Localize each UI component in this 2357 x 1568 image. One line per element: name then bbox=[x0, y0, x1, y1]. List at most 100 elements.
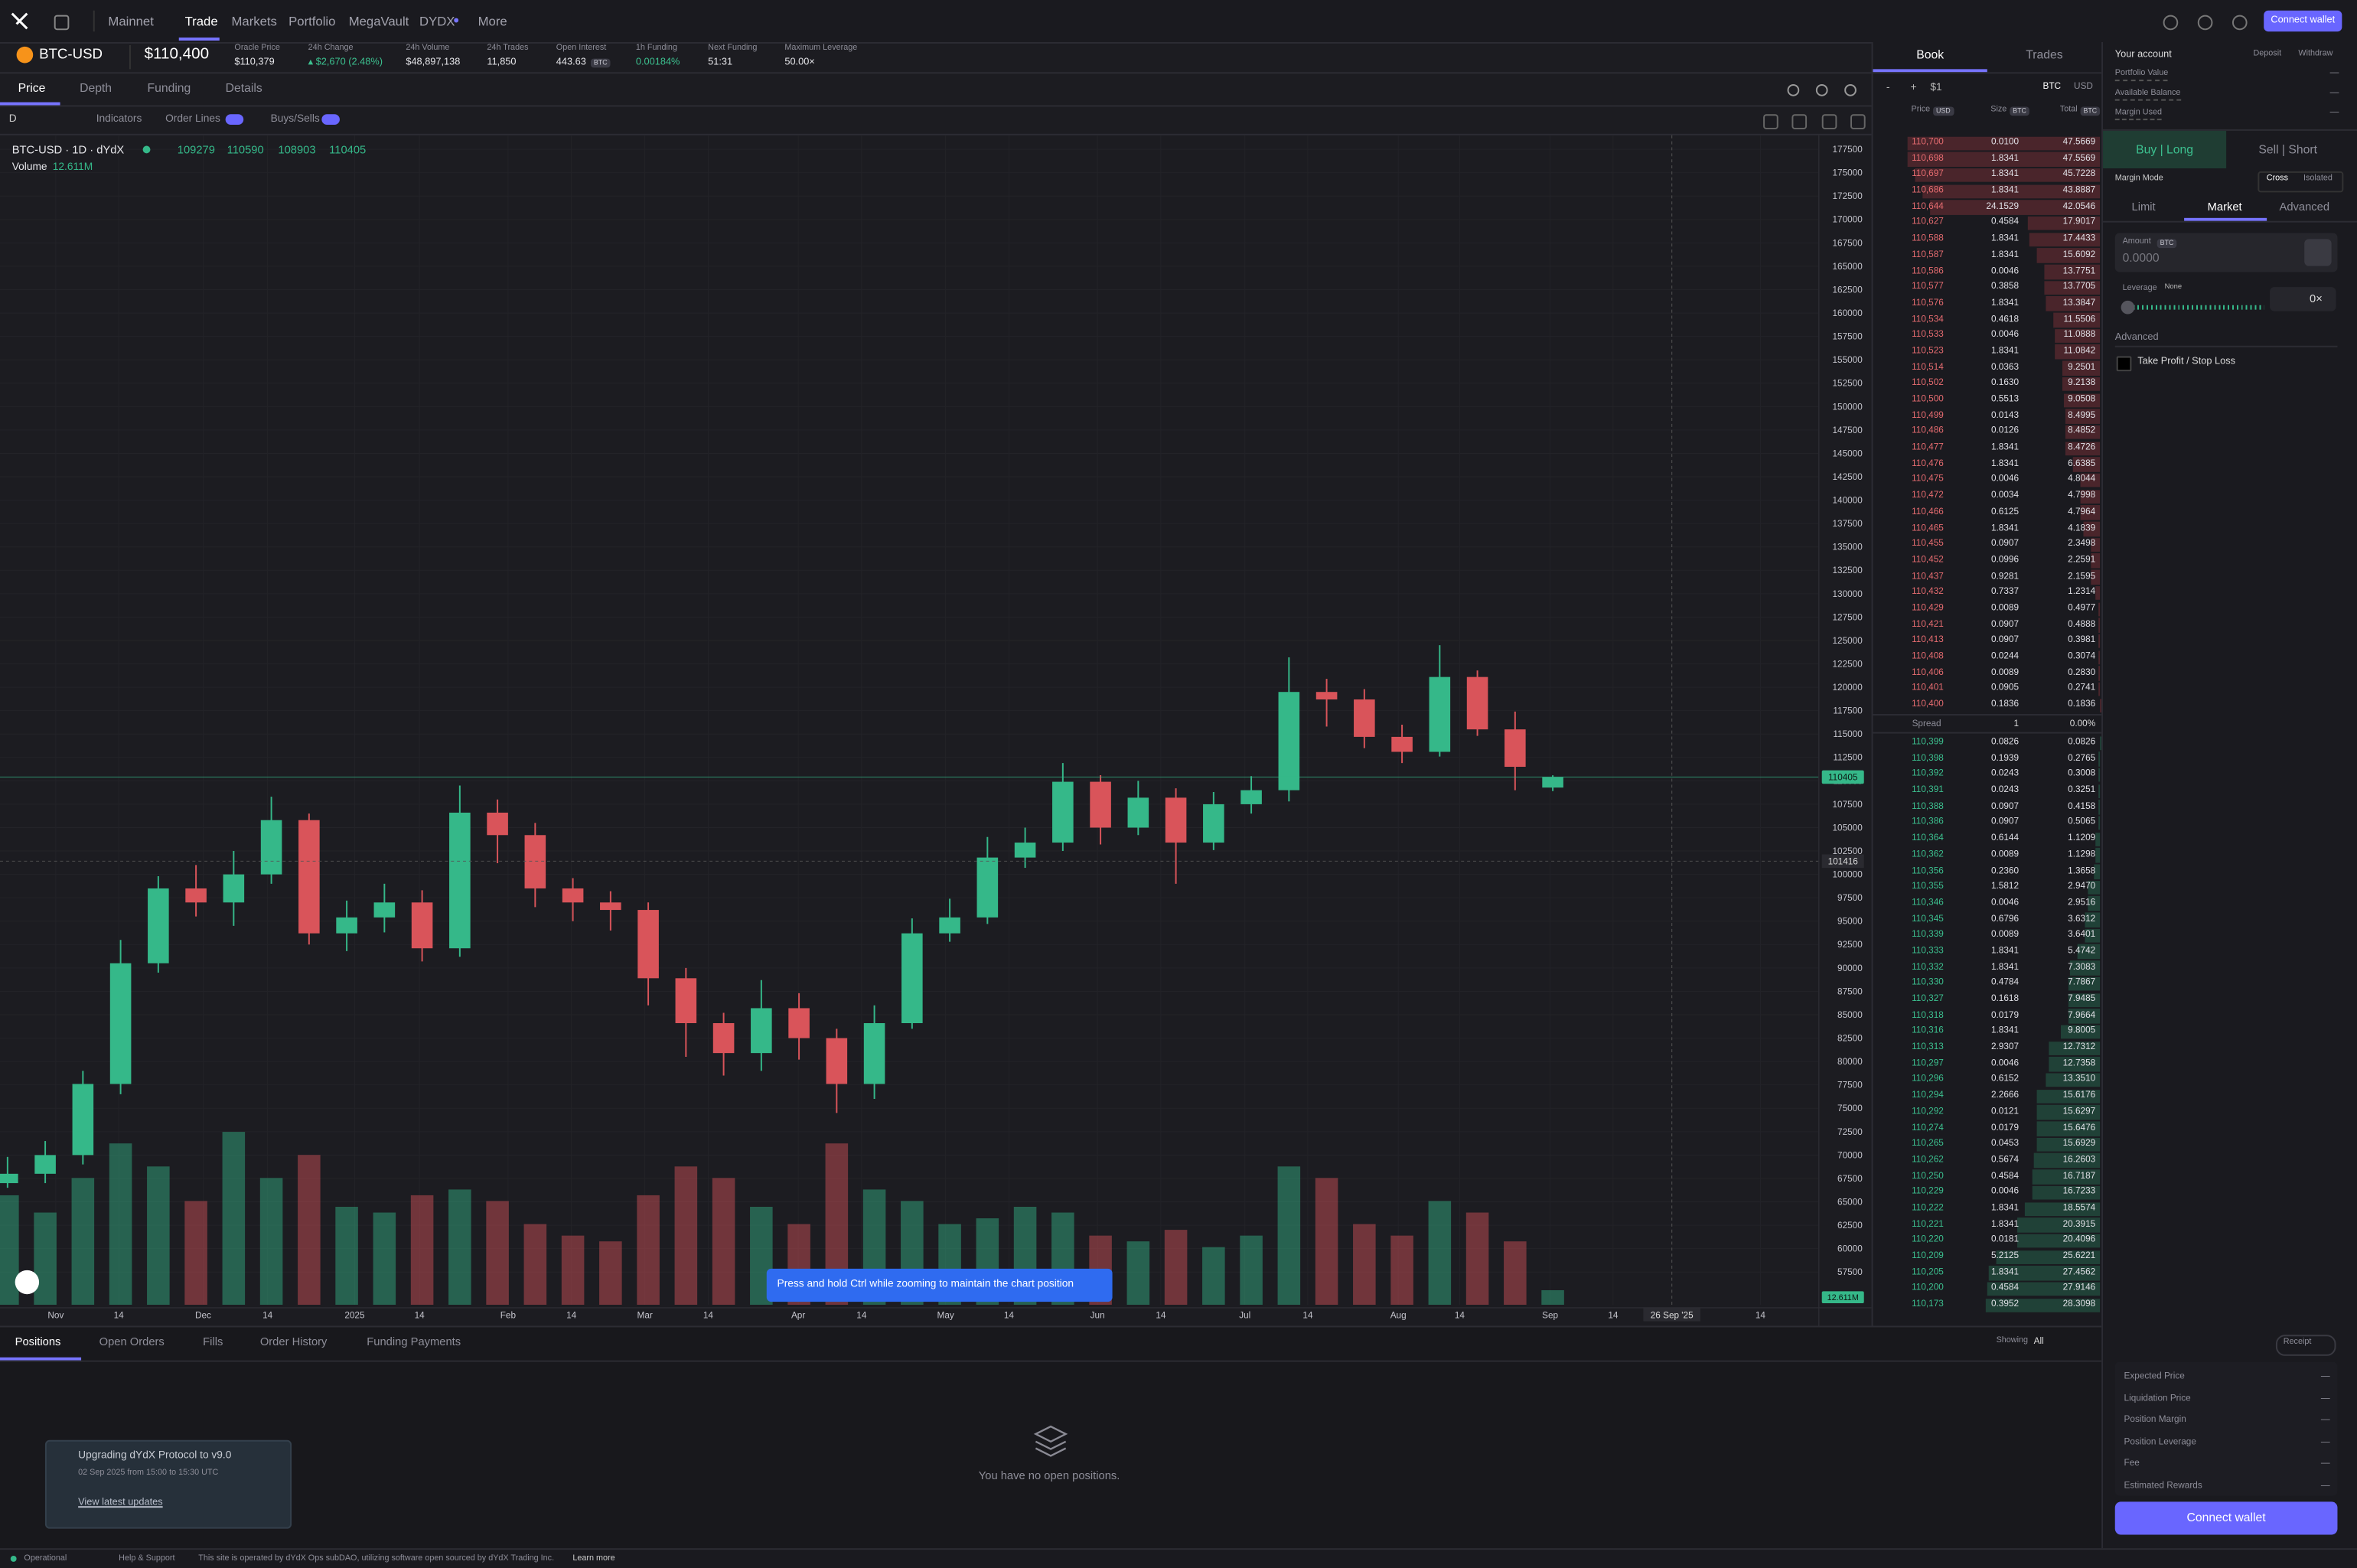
book-cell[interactable]: 110,316 bbox=[1912, 1027, 1944, 1037]
nav-icon[interactable] bbox=[2163, 15, 2179, 31]
positions-tab[interactable]: Fills bbox=[203, 1335, 223, 1348]
leverage-slider[interactable] bbox=[2124, 305, 2264, 310]
side-tab[interactable]: Sell | Short bbox=[2258, 142, 2317, 157]
positions-tab[interactable]: Order History bbox=[259, 1335, 328, 1348]
book-control[interactable]: + bbox=[1910, 82, 1917, 93]
book-cell[interactable]: 110,455 bbox=[1912, 540, 1944, 549]
margin-mode[interactable]: Cross bbox=[2266, 174, 2289, 184]
book-cell[interactable]: 110,292 bbox=[1912, 1107, 1944, 1117]
book-cell[interactable]: 110,339 bbox=[1912, 931, 1944, 940]
order-type-tab[interactable]: Market bbox=[2207, 200, 2242, 214]
price-chart[interactable]: 177500 175000 172500 170000 167500 165000 1625… bbox=[0, 0, 1872, 1330]
account-action[interactable]: Withdraw bbox=[2298, 49, 2333, 59]
book-cell[interactable]: 110,533 bbox=[1912, 331, 1944, 341]
chart-tab[interactable]: Depth bbox=[80, 81, 112, 95]
book-tab[interactable]: Book bbox=[1916, 47, 1945, 62]
book-cell[interactable]: 110,364 bbox=[1912, 834, 1944, 844]
book-cell[interactable]: 110,391 bbox=[1912, 786, 1944, 796]
book-cell[interactable]: 110,476 bbox=[1912, 459, 1944, 469]
book-cell[interactable]: 110,408 bbox=[1912, 652, 1944, 662]
leverage-knob[interactable] bbox=[2121, 300, 2135, 315]
book-cell[interactable]: 110,333 bbox=[1912, 947, 1944, 957]
nav-item[interactable]: Portfolio bbox=[289, 13, 336, 29]
advanced-label[interactable]: Advanced bbox=[2114, 332, 2159, 343]
chart-tab[interactable]: Funding bbox=[147, 81, 191, 95]
chart-tab[interactable]: Price bbox=[18, 81, 46, 95]
book-cell[interactable]: 110,362 bbox=[1912, 850, 1944, 860]
book-cell[interactable]: 110,644 bbox=[1912, 202, 1944, 212]
book-cell[interactable]: 110,697 bbox=[1912, 170, 1944, 180]
order-type-tab[interactable]: Advanced bbox=[2279, 200, 2330, 214]
buy-tab-bg[interactable] bbox=[2103, 130, 2227, 169]
book-cell[interactable]: 110,466 bbox=[1912, 507, 1944, 517]
book-cell[interactable]: 110,400 bbox=[1912, 700, 1944, 710]
book-cell[interactable]: 110,432 bbox=[1912, 588, 1944, 598]
toolbar-icon[interactable] bbox=[1763, 114, 1778, 129]
book-cell[interactable]: 110,294 bbox=[1912, 1091, 1944, 1101]
positions-tab[interactable]: Funding Payments bbox=[367, 1335, 461, 1348]
book-cell[interactable]: 110,587 bbox=[1912, 250, 1944, 260]
chart-icon[interactable] bbox=[1787, 84, 1800, 96]
book-cell[interactable]: 110,200 bbox=[1912, 1284, 1944, 1294]
indicators[interactable]: Indicators bbox=[96, 114, 142, 126]
book-control[interactable]: - bbox=[1886, 82, 1890, 93]
book-cell[interactable]: 110,406 bbox=[1912, 668, 1944, 678]
swap-button[interactable] bbox=[2304, 239, 2332, 266]
book-cell[interactable]: 110,686 bbox=[1912, 186, 1944, 196]
amount-input[interactable] bbox=[2114, 233, 2338, 272]
book-cell[interactable]: 110,465 bbox=[1912, 523, 1944, 533]
book-cell[interactable]: 110,220 bbox=[1912, 1236, 1944, 1246]
positions-tab[interactable]: Open Orders bbox=[99, 1335, 165, 1348]
book-cell[interactable]: 110,475 bbox=[1912, 475, 1944, 485]
book-cell[interactable]: 110,262 bbox=[1912, 1156, 1944, 1165]
book-cell[interactable]: 110,221 bbox=[1912, 1220, 1944, 1230]
book-unit[interactable]: BTC bbox=[2042, 83, 2062, 92]
interval[interactable]: D bbox=[8, 114, 17, 126]
book-cell[interactable]: 110,386 bbox=[1912, 818, 1944, 828]
book-cell[interactable]: 110,274 bbox=[1912, 1123, 1944, 1133]
book-cell[interactable]: 110,209 bbox=[1912, 1252, 1944, 1262]
book-cell[interactable]: 110,250 bbox=[1912, 1172, 1944, 1182]
book-cell[interactable]: 110,698 bbox=[1912, 154, 1944, 164]
order-type-tab[interactable]: Limit bbox=[2131, 200, 2156, 214]
toolbar-icon[interactable] bbox=[1821, 114, 1837, 129]
notice-link[interactable]: View latest updates bbox=[78, 1497, 163, 1508]
buys-sells[interactable]: Buys/Sells bbox=[270, 114, 320, 126]
book-cell[interactable]: 110,499 bbox=[1912, 411, 1944, 421]
showing-filter[interactable]: All bbox=[2033, 1337, 2044, 1347]
nav-icon[interactable] bbox=[2197, 15, 2213, 31]
book-cell[interactable]: 110,330 bbox=[1912, 979, 1944, 989]
logo[interactable] bbox=[11, 12, 29, 31]
book-cell[interactable]: 110,514 bbox=[1912, 363, 1944, 373]
book-cell[interactable]: 110,327 bbox=[1912, 995, 1944, 1005]
book-cell[interactable]: 110,392 bbox=[1912, 770, 1944, 780]
book-cell[interactable]: 110,437 bbox=[1912, 572, 1944, 582]
order-lines[interactable]: Order Lines bbox=[165, 114, 220, 126]
book-cell[interactable]: 110,523 bbox=[1912, 347, 1944, 357]
connect-button[interactable] bbox=[2114, 1501, 2338, 1535]
book-cell[interactable]: 110,586 bbox=[1912, 266, 1944, 276]
book-cell[interactable]: 110,222 bbox=[1912, 1204, 1944, 1214]
connect-wallet-button[interactable] bbox=[2264, 10, 2342, 32]
leverage-input[interactable] bbox=[2270, 287, 2336, 311]
book-cell[interactable]: 110,500 bbox=[1912, 395, 1944, 405]
nav-item[interactable]: DYDX bbox=[419, 13, 455, 29]
buys-sells-toggle[interactable] bbox=[321, 114, 340, 126]
book-cell[interactable]: 110,297 bbox=[1912, 1059, 1944, 1069]
nav-item[interactable]: Trade bbox=[184, 13, 218, 29]
book-cell[interactable]: 110,265 bbox=[1912, 1139, 1944, 1149]
chart-icon[interactable] bbox=[1844, 84, 1857, 96]
footer-link[interactable]: Learn more bbox=[572, 1553, 615, 1563]
book-cell[interactable]: 110,401 bbox=[1912, 684, 1944, 694]
footer-status[interactable]: Operational bbox=[24, 1553, 67, 1563]
book-cell[interactable]: 110,205 bbox=[1912, 1268, 1944, 1278]
positions-tab[interactable]: Positions bbox=[15, 1335, 61, 1348]
nav-item[interactable]: Markets bbox=[231, 13, 277, 29]
book-cell[interactable]: 110,318 bbox=[1912, 1011, 1944, 1021]
nav-item[interactable]: More bbox=[478, 13, 507, 29]
footer-help[interactable]: Help & Support bbox=[119, 1553, 175, 1563]
book-cell[interactable]: 110,429 bbox=[1912, 604, 1944, 614]
chart-tab[interactable]: Details bbox=[225, 81, 262, 95]
side-tab[interactable]: Buy | Long bbox=[2136, 142, 2194, 157]
book-cell[interactable]: 110,345 bbox=[1912, 914, 1944, 924]
